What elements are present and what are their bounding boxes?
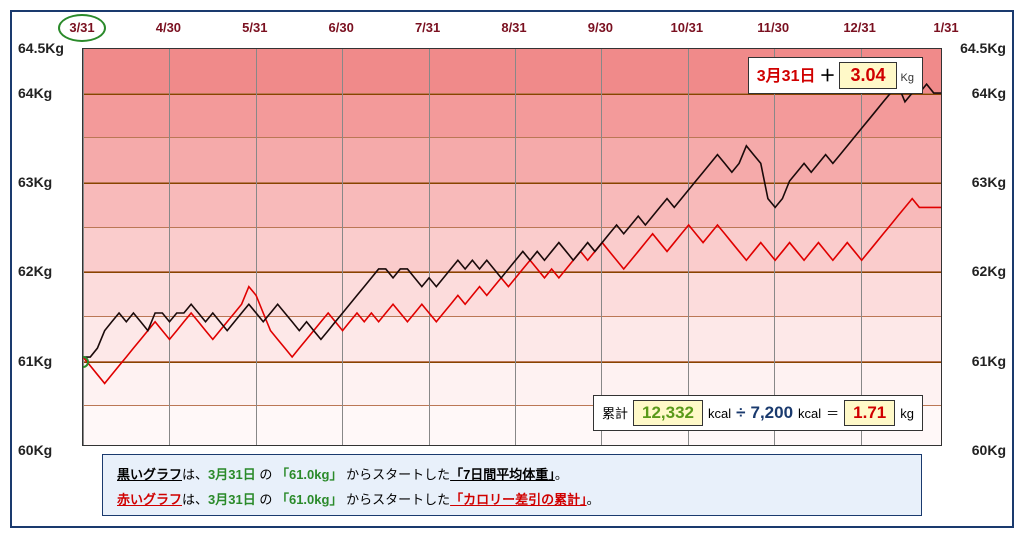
x-axis-label: 9/30 <box>588 20 613 35</box>
x-axis-label: 6/30 <box>329 20 354 35</box>
weight-chart: 3/314/305/316/307/318/319/3010/3111/3012… <box>10 10 1014 528</box>
y-axis-label: 64.5Kg <box>18 40 64 56</box>
x-axis-label: 1/31 <box>933 20 958 35</box>
legend-row-red: 赤いグラフは、3月31日 の 「61.0kg」 からスタートした「カロリー差引の… <box>117 488 907 513</box>
plot-area: 3月31日 ＋ 3.04 Kg 累計 12,332 kcal ÷ 7,200 k… <box>82 48 942 446</box>
equals-sign: ＝ <box>826 403 839 422</box>
label-total: 累計 <box>602 403 628 422</box>
result-unit: kg <box>900 406 914 421</box>
y-axis-label: 63Kg <box>18 174 52 190</box>
y-axis-label: 64.5Kg <box>960 40 1006 56</box>
info-unit: Kg <box>901 72 914 84</box>
x-axis-label: 11/30 <box>757 20 789 35</box>
divisor: 7,200 <box>750 403 793 423</box>
info-date: 3月31日 <box>757 62 816 86</box>
start-date-circle-icon <box>58 14 106 42</box>
y-axis-label: 62Kg <box>972 263 1006 279</box>
kcal-label: kcal <box>708 406 731 421</box>
summary-info-box: 3月31日 ＋ 3.04 Kg <box>748 57 923 94</box>
y-axis-label: 61Kg <box>18 353 52 369</box>
x-axis-label: 12/31 <box>843 20 876 35</box>
legend-row-black: 黒いグラフは、3月31日 の 「61.0kg」 からスタートした「7日間平均体重… <box>117 463 907 488</box>
x-axis-labels: 3/314/305/316/307/318/319/3010/3111/3012… <box>12 12 1012 48</box>
x-axis-label: 4/30 <box>156 20 181 35</box>
kcal-value: 12,332 <box>633 400 703 426</box>
y-axis-label: 63Kg <box>972 174 1006 190</box>
divide-sign: ÷ <box>736 403 745 423</box>
y-axis-label: 64Kg <box>972 85 1006 101</box>
x-axis-label: 8/31 <box>501 20 526 35</box>
x-axis-label: 5/31 <box>242 20 267 35</box>
legend-box: 黒いグラフは、3月31日 の 「61.0kg」 からスタートした「7日間平均体重… <box>102 454 922 516</box>
y-axis-label: 60Kg <box>18 442 52 458</box>
calorie-info-box: 累計 12,332 kcal ÷ 7,200 kcal ＝ 1.71 kg <box>593 395 923 431</box>
result-value: 1.71 <box>844 400 895 426</box>
y-axis-label: 64Kg <box>18 85 52 101</box>
line-series <box>83 49 941 445</box>
info-value: 3.04 <box>839 62 896 89</box>
info-plus: ＋ <box>819 62 835 86</box>
x-axis-label: 7/31 <box>415 20 440 35</box>
y-axis-label: 60Kg <box>972 442 1006 458</box>
y-axis-label: 61Kg <box>972 353 1006 369</box>
y-axis-label: 62Kg <box>18 263 52 279</box>
divisor-unit: kcal <box>798 406 821 421</box>
x-axis-label: 10/31 <box>671 20 704 35</box>
